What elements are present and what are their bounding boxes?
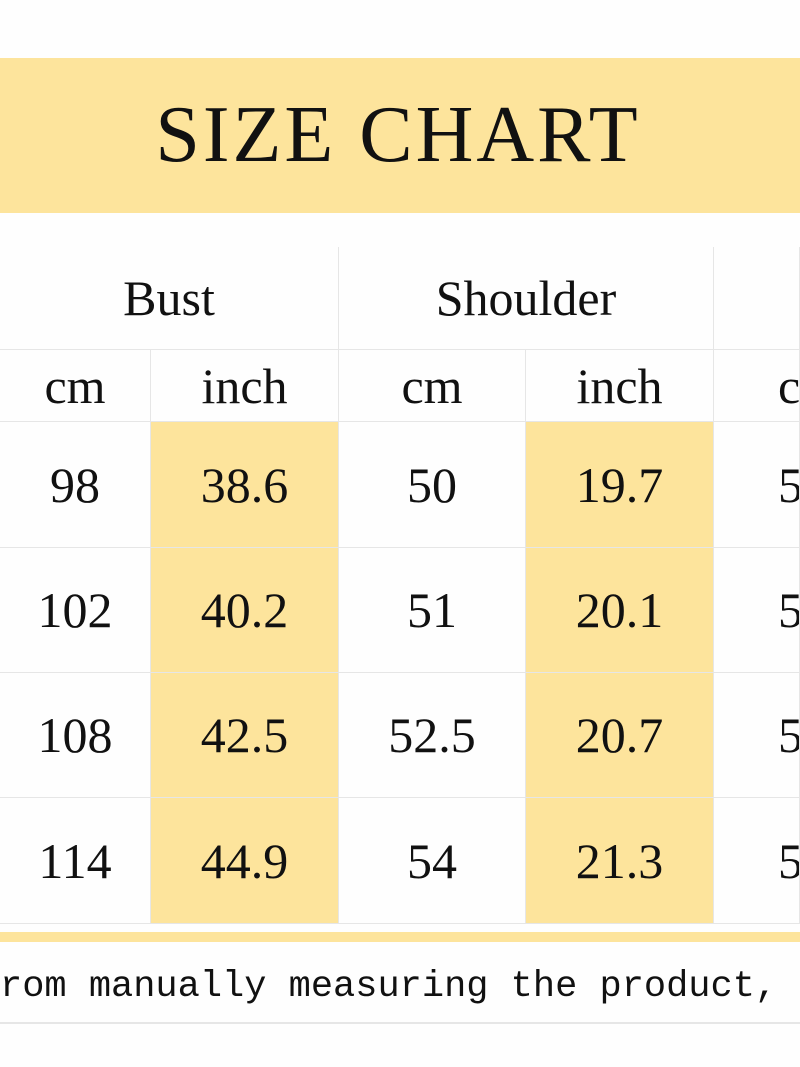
table-cell: 5 — [714, 422, 800, 548]
header-next — [714, 247, 800, 350]
unit-header: cm — [0, 350, 151, 422]
table-cell: 20.1 — [526, 548, 714, 673]
table-cell: 5 — [714, 673, 800, 798]
header-shoulder: Shoulder — [339, 247, 714, 350]
table-cell: 44.9 — [151, 798, 339, 924]
table-cell: 40.2 — [151, 548, 339, 673]
page-title: SIZE CHART — [155, 91, 641, 179]
unit-header: inch — [526, 350, 714, 422]
table-cell: 38.6 — [151, 422, 339, 548]
footer-note: rom manually measuring the product, — [0, 962, 800, 1024]
table-cell: 98 — [0, 422, 151, 548]
size-chart-banner: SIZE CHART — [0, 58, 800, 213]
table-cell: 42.5 — [151, 673, 339, 798]
unit-header: c — [714, 350, 800, 422]
table-cell: 19.7 — [526, 422, 714, 548]
unit-header: cm — [339, 350, 526, 422]
header-bust: Bust — [0, 247, 339, 350]
table-cell: 5 — [714, 548, 800, 673]
table-cell: 102 — [0, 548, 151, 673]
table-cell: 50 — [339, 422, 526, 548]
table-cell: 51 — [339, 548, 526, 673]
table-cell: 108 — [0, 673, 151, 798]
table-cell: 5 — [714, 798, 800, 924]
table-cell: 20.7 — [526, 673, 714, 798]
table-cell: 54 — [339, 798, 526, 924]
table-cell: 52.5 — [339, 673, 526, 798]
divider — [0, 932, 800, 942]
table-cell: 114 — [0, 798, 151, 924]
table-cell: 21.3 — [526, 798, 714, 924]
unit-header: inch — [151, 350, 339, 422]
